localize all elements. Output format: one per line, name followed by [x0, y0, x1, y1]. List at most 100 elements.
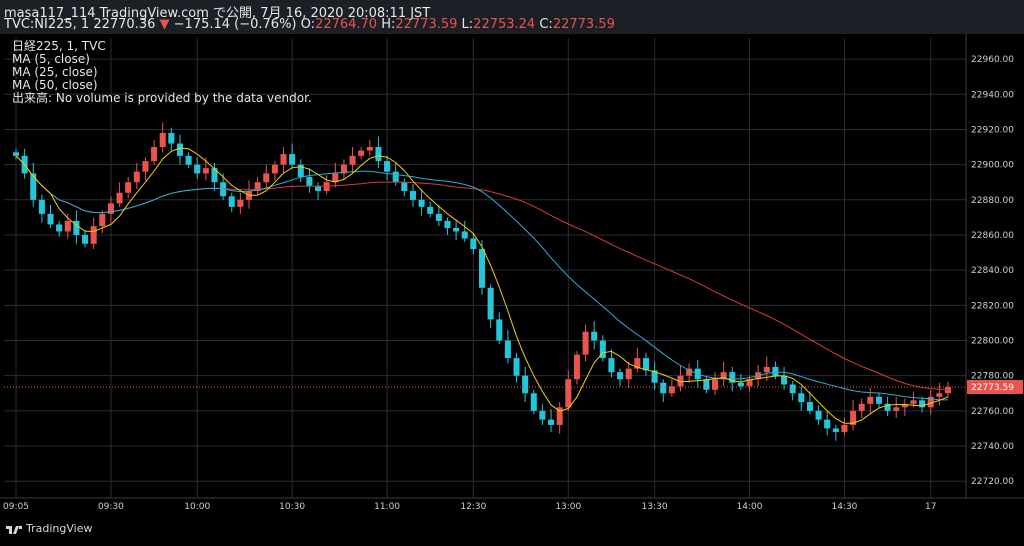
x-tick-label: 10:00 — [184, 502, 210, 512]
x-tick-label: 12:30 — [460, 502, 486, 512]
x-tick-label: 14:00 — [737, 502, 763, 512]
candle-body — [875, 396, 882, 404]
candle-body — [107, 203, 114, 214]
ma5-line — [15, 147, 949, 424]
candle-body — [634, 358, 641, 369]
candle-body — [280, 154, 287, 165]
candle-body — [824, 419, 831, 429]
candle-body — [806, 402, 813, 411]
candle-body — [668, 386, 675, 394]
candle-body — [315, 185, 322, 192]
x-tick-label: 09:30 — [98, 502, 124, 512]
x-tick-label: 17 — [925, 502, 936, 512]
low-value: 22753.24 — [473, 17, 536, 32]
candle-body — [323, 182, 330, 192]
high-label: H: — [381, 17, 396, 32]
y-tick-label: 22720.00 — [971, 477, 1014, 487]
candle-body — [729, 372, 736, 383]
candle-body — [504, 340, 511, 359]
legend-ma25: MA (25, close) — [12, 65, 98, 79]
brand-label: TradingView — [26, 522, 93, 535]
y-tick-label: 22820.00 — [971, 301, 1014, 311]
y-tick-label: 22840.00 — [971, 266, 1014, 276]
legend-ma50: MA (50, close) — [12, 78, 98, 92]
y-tick-label: 22940.00 — [971, 90, 1014, 100]
y-tick-label: 22800.00 — [971, 337, 1014, 347]
candle-body — [478, 249, 486, 288]
candle-body — [746, 379, 753, 387]
candle-body — [82, 234, 89, 244]
candle-body — [677, 375, 684, 387]
y-tick-label: 22900.00 — [971, 161, 1014, 171]
open-value: 22764.70 — [315, 17, 378, 32]
candle-body — [530, 393, 537, 411]
candle-body — [159, 132, 166, 148]
candle-body — [884, 403, 891, 411]
candle-body — [435, 213, 442, 221]
candle-body — [349, 155, 356, 165]
tradingview-logo[interactable]: TradingView — [6, 522, 92, 535]
candle-body — [176, 143, 183, 156]
candle-body — [116, 192, 123, 204]
chart-legend: 日経225, 1, TVC MA (5, close) MA (25, clos… — [12, 40, 312, 105]
candle-body — [625, 368, 632, 380]
candle-body — [289, 154, 296, 165]
candle-body — [737, 382, 744, 387]
x-tick-label: 13:00 — [555, 502, 581, 512]
price-chart[interactable]: 22720.00 22740.00 22760.00 22780.00 22800.00… — [0, 34, 1024, 542]
candle-body — [297, 164, 304, 177]
candle-body — [461, 231, 468, 239]
candle-body — [582, 331, 589, 355]
candle-body — [599, 340, 606, 359]
candle-body — [910, 400, 917, 404]
candle-body — [237, 199, 244, 207]
candle-body — [409, 191, 416, 200]
x-tick-label: 09:05 — [3, 502, 29, 512]
candle-body — [513, 358, 520, 376]
candle-body — [366, 147, 373, 151]
candle-body — [608, 358, 615, 373]
candle-body — [781, 375, 788, 385]
candle-body — [142, 161, 149, 172]
candle-body — [703, 379, 710, 390]
candle-body — [496, 319, 503, 341]
y-tick-label: 22920.00 — [971, 125, 1014, 135]
high-value: 22773.59 — [395, 17, 458, 32]
candle-body — [539, 410, 546, 420]
candle-body — [642, 358, 649, 371]
candle-body — [358, 150, 365, 156]
candle-body — [591, 331, 598, 341]
candle-body — [418, 199, 425, 207]
candle-body — [228, 196, 235, 207]
candle-body — [340, 164, 347, 174]
candle-body — [99, 213, 106, 227]
candle-body — [858, 403, 865, 411]
close-value: 22773.59 — [552, 17, 615, 32]
candle-body — [686, 368, 693, 376]
ma25-line — [15, 155, 949, 401]
candle-body — [660, 382, 667, 394]
candle-body — [375, 147, 382, 162]
candle-body — [427, 206, 434, 214]
chart-header: masa117_114 TradingView.com で公開, 7月 16, … — [0, 0, 1024, 34]
candle-body — [220, 182, 227, 197]
candle-body — [867, 396, 874, 404]
candle-body — [12, 152, 20, 156]
ohlc-line: TVC:NI225, 1 22770.36 ▼ −175.14 (−0.76%)… — [4, 17, 615, 32]
candle-body — [565, 379, 572, 408]
candle-body — [470, 238, 477, 250]
y-tick-label: 22740.00 — [971, 442, 1014, 452]
publisher-line: masa117_114 TradingView.com で公開, 7月 16, … — [4, 6, 431, 21]
candle-body — [487, 287, 494, 320]
y-tick-label: 22760.00 — [971, 407, 1014, 417]
last-price-badge — [967, 379, 1023, 394]
candle-body — [401, 182, 408, 192]
candle-body — [453, 227, 460, 232]
x-tick-label: 10:30 — [279, 502, 305, 512]
candle-body — [927, 396, 934, 408]
candle-body — [194, 164, 201, 174]
chart-area[interactable]: 22720.00 22740.00 22760.00 22780.00 22800.00… — [0, 34, 1024, 542]
candle-body — [617, 372, 624, 380]
candle-body — [919, 400, 926, 408]
candle-body — [556, 407, 563, 425]
